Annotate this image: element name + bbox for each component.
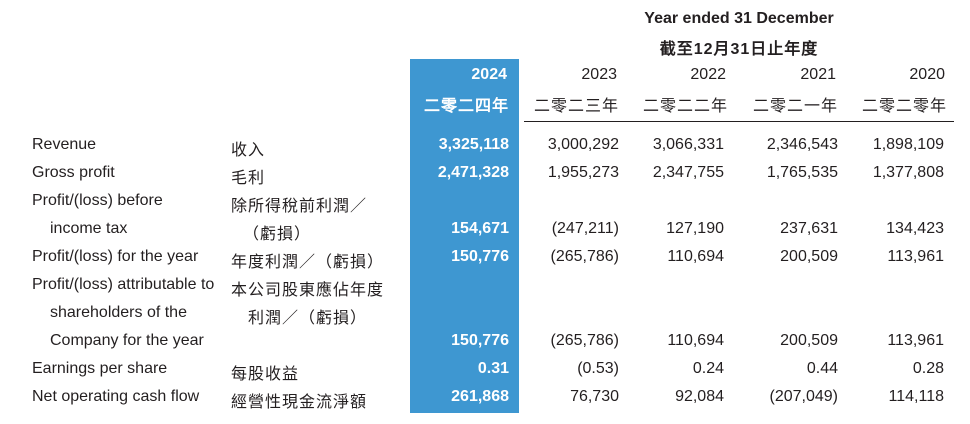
header-rule [524,121,954,122]
value-gross-profit-2024: 2,471,328 [437,164,509,181]
value-gross-profit-2022: 2,347,755 [652,164,724,181]
year-header-2022-zh: 二零二二年 [642,98,728,115]
value-profit-for-year-2021: 200,509 [780,248,838,265]
value-gross-profit-2021: 1,765,535 [766,164,838,181]
label-net-operating-cash-flow: Net operating cash flow [32,388,200,405]
value-net-operating-cash-flow-2022: 92,084 [675,388,724,405]
value-profit-attributable-2023: (265,786) [550,332,620,349]
value-revenue-2020: 1,898,109 [872,136,944,153]
label-profit-for-year-zh: 年度利潤／（虧損） [231,254,385,271]
value-profit-attributable-2020: 113,961 [887,332,944,349]
value-profit-attributable-2021: 200,509 [780,332,838,349]
value-eps-2020: 0.28 [912,360,944,377]
year-header-2020: 2020 [909,66,945,83]
value-profit-attributable-2022: 110,694 [667,332,724,349]
value-profit-before-tax-2024: 154,671 [451,220,509,237]
year-header-2024-zh: 二零二四年 [423,98,509,115]
label-revenue-zh: 收入 [231,142,266,159]
value-profit-before-tax-2020: 134,423 [886,220,944,237]
value-profit-before-tax-2021: 237,631 [780,220,838,237]
value-revenue-2021: 2,346,543 [766,136,838,153]
value-revenue-2023: 3,000,292 [547,136,619,153]
label-profit-for-year: Profit/(loss) for the year [32,248,199,265]
period-heading-zh: 截至12月31日止年度 [659,41,819,58]
label-profit-before-tax-line2: income tax [50,220,128,237]
value-profit-for-year-2022: 110,694 [667,248,724,265]
period-heading-en: Year ended 31 December [644,10,834,27]
value-profit-for-year-2024: 150,776 [451,248,509,265]
year-header-2023-zh: 二零二三年 [533,98,619,115]
label-profit-before-tax-zh-line1: 除所得稅前利潤／ [231,198,368,215]
label-profit-attributable-zh-line2: 利潤／（虧損） [248,310,368,327]
value-gross-profit-2020: 1,377,808 [872,164,944,181]
year-header-2021-zh: 二零二一年 [752,98,838,115]
label-profit-attributable-line3: Company for the year [50,332,204,349]
label-eps: Earnings per share [32,360,168,377]
year-header-2021: 2021 [800,66,836,83]
label-eps-zh: 每股收益 [231,366,300,383]
value-eps-2024: 0.31 [477,360,509,377]
value-gross-profit-2023: 1,955,273 [547,164,619,181]
label-profit-attributable-zh-line1: 本公司股東應佔年度 [231,282,385,299]
label-gross-profit: Gross profit [32,164,115,181]
value-profit-attributable-2024: 150,776 [451,332,509,349]
year-header-2022: 2022 [690,66,726,83]
value-profit-before-tax-2022: 127,190 [666,220,724,237]
label-revenue: Revenue [32,136,97,153]
value-profit-before-tax-2023: (247,211) [551,220,619,237]
value-net-operating-cash-flow-2023: 76,730 [570,388,619,405]
value-profit-for-year-2023: (265,786) [550,248,620,265]
label-gross-profit-zh: 毛利 [231,170,266,187]
value-eps-2023: (0.53) [577,360,619,377]
year-header-2023: 2023 [581,66,617,83]
value-revenue-2022: 3,066,331 [652,136,724,153]
label-profit-before-tax-zh-line2: （虧損） [243,226,312,243]
value-eps-2021: 0.44 [806,360,838,377]
value-net-operating-cash-flow-2020: 114,118 [888,388,944,405]
value-revenue-2024: 3,325,118 [438,136,509,153]
year-header-2020-zh: 二零二零年 [861,98,947,115]
label-profit-attributable-line2: shareholders of the [50,304,187,321]
value-net-operating-cash-flow-2024: 261,868 [451,388,509,405]
value-profit-for-year-2020: 113,961 [887,248,944,265]
value-eps-2022: 0.24 [692,360,724,377]
label-profit-attributable-line1: Profit/(loss) attributable to [32,276,215,293]
label-profit-before-tax-line1: Profit/(loss) before [32,192,163,209]
label-net-operating-cash-flow-zh: 經營性現金流淨額 [231,394,368,411]
highlight-column-2024 [410,59,519,413]
year-header-2024: 2024 [471,66,507,83]
value-net-operating-cash-flow-2021: (207,049) [769,388,839,405]
